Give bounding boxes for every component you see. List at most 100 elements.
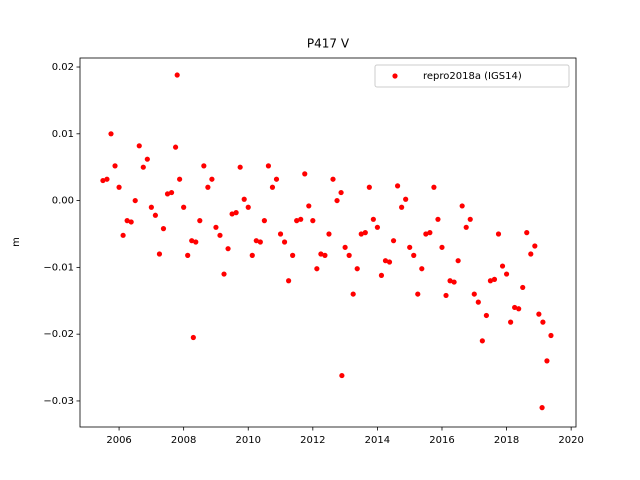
- data-point: [411, 252, 417, 258]
- data-point: [467, 216, 473, 222]
- data-point: [431, 184, 437, 190]
- data-point: [269, 184, 276, 190]
- data-point: [322, 252, 328, 258]
- x-tick-label: 2014: [365, 435, 390, 446]
- data-point: [193, 239, 199, 245]
- data-point: [439, 244, 445, 250]
- data-point: [512, 304, 518, 311]
- data-point: [427, 230, 433, 236]
- data-point: [132, 197, 138, 204]
- data-point: [459, 203, 465, 209]
- data-point: [174, 72, 180, 78]
- x-tick-label: 2010: [236, 435, 261, 446]
- data-point: [261, 218, 267, 224]
- data-point: [342, 244, 348, 250]
- axes-frame: [79, 57, 577, 428]
- data-point: [181, 204, 187, 210]
- data-point: [172, 144, 179, 150]
- data-point: [233, 210, 239, 216]
- data-point: [362, 230, 368, 236]
- y-tick-label: −0.03: [43, 396, 74, 407]
- data-point: [390, 238, 397, 244]
- data-point: [209, 176, 215, 182]
- data-point: [253, 238, 259, 244]
- data-point: [407, 244, 413, 250]
- data-point: [524, 230, 530, 236]
- data-point: [330, 176, 336, 182]
- data-point: [144, 156, 150, 162]
- data-point: [277, 231, 284, 237]
- data-point: [358, 231, 364, 237]
- data-point: [382, 258, 389, 264]
- data-point: [350, 291, 356, 297]
- x-tick-label: 2020: [558, 435, 583, 446]
- data-point: [419, 266, 425, 272]
- legend: repro2018a (IGS14): [374, 64, 570, 88]
- data-point: [237, 164, 243, 170]
- data-point: [399, 204, 405, 210]
- data-point: [540, 319, 546, 325]
- data-point: [160, 226, 167, 232]
- data-point: [108, 131, 114, 137]
- data-point: [455, 258, 461, 264]
- data-point: [100, 177, 106, 184]
- x-tick-label: 2012: [300, 435, 325, 446]
- data-point: [475, 299, 481, 305]
- y-tick-label: 0.00: [52, 196, 74, 207]
- data-point: [435, 216, 441, 222]
- data-point: [298, 216, 304, 222]
- data-point: [205, 184, 211, 190]
- data-point: [185, 252, 191, 258]
- chart-title: P417 V: [307, 37, 350, 51]
- legend-box: [374, 64, 570, 88]
- data-point: [528, 251, 534, 257]
- data-point: [257, 239, 263, 245]
- data-point: [112, 163, 118, 169]
- data-point: [483, 312, 489, 319]
- data-point: [229, 211, 235, 217]
- data-point: [136, 143, 142, 149]
- data-point: [213, 224, 219, 230]
- data-point: [532, 243, 538, 249]
- data-point: [447, 278, 453, 284]
- data-point: [164, 191, 171, 197]
- data-point: [302, 171, 308, 177]
- data-point: [536, 311, 542, 317]
- data-point: [544, 358, 550, 364]
- data-point: [197, 218, 203, 224]
- data-point: [168, 189, 175, 196]
- data-point: [334, 197, 340, 204]
- data-point: [314, 266, 320, 272]
- data-point: [548, 332, 554, 339]
- y-tick-label: 0.02: [52, 62, 74, 73]
- data-point: [128, 219, 134, 225]
- data-point: [386, 259, 393, 265]
- data-point: [491, 276, 498, 282]
- y-axis-label: m: [11, 237, 22, 247]
- data-point: [306, 203, 312, 209]
- legend-marker: [392, 73, 398, 79]
- data-point: [366, 184, 372, 190]
- data-point: [273, 176, 280, 182]
- data-point: [116, 184, 122, 190]
- data-point: [463, 224, 469, 230]
- data-point: [286, 278, 292, 284]
- data-point: [354, 266, 360, 272]
- y-tick-label: −0.02: [43, 329, 74, 340]
- data-point: [120, 232, 126, 238]
- data-point: [520, 284, 526, 291]
- x-tick-label: 2008: [171, 435, 196, 446]
- data-point: [249, 252, 255, 258]
- data-point: [495, 231, 502, 237]
- data-point: [451, 279, 457, 285]
- data-point: [221, 271, 227, 277]
- data-point: [443, 292, 449, 299]
- y-tick-label: 0.01: [52, 129, 74, 140]
- data-point: [423, 231, 429, 237]
- data-point: [471, 291, 477, 297]
- x-tick-label: 2018: [494, 435, 519, 446]
- data-point: [241, 196, 247, 202]
- data-point: [217, 232, 223, 238]
- data-point: [339, 372, 345, 379]
